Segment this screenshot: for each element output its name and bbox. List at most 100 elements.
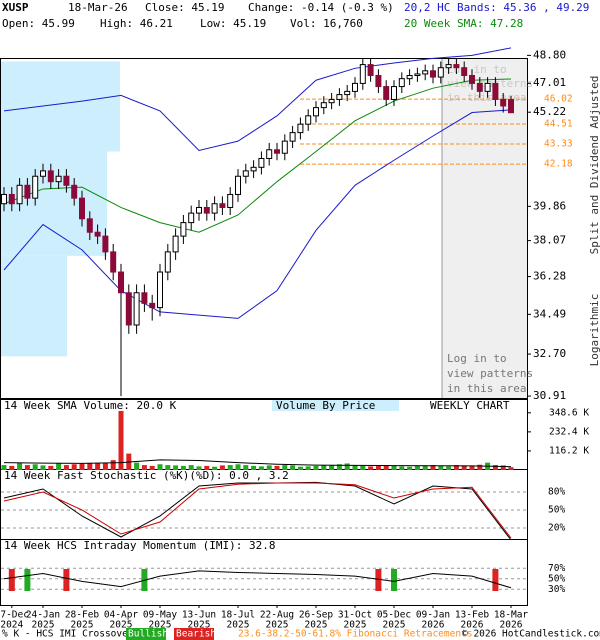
candle-body: [141, 292, 148, 304]
candle-body: [453, 64, 460, 69]
candle-body: [157, 271, 163, 309]
volume-bar: [71, 464, 77, 470]
sma-label: 20 Week SMA: 47.28: [404, 17, 523, 30]
volume-bar: [235, 464, 241, 470]
volume-bar: [282, 465, 288, 470]
symbol: XUSP: [2, 1, 29, 14]
candle-body: [227, 193, 234, 208]
volume-bar: [313, 465, 319, 470]
line: [3, 570, 512, 589]
candle-body: [242, 170, 249, 177]
candle-body: [219, 203, 226, 208]
candle-body: [16, 184, 23, 205]
candle-body: [24, 184, 31, 199]
price-panel: [0, 58, 528, 399]
volume-bar: [500, 465, 506, 470]
volume-bar: [134, 462, 140, 470]
volume-bar: [110, 460, 116, 470]
imi-panel: [0, 539, 528, 606]
y-tick-label: 70%: [548, 563, 565, 574]
candle-body: [492, 82, 499, 100]
candle-body: [79, 197, 85, 220]
candle-body: [40, 170, 46, 177]
x-tick-year: 2025: [32, 620, 55, 631]
candle-body: [328, 98, 335, 104]
volume-bar: [212, 466, 218, 470]
candle-body: [367, 64, 374, 77]
x-tick-label: 18-Jul: [221, 610, 255, 621]
bullish-key: [126, 628, 166, 640]
candle-body: [430, 70, 436, 78]
y-tick-label: 48.80: [533, 48, 566, 61]
volume-bar: [399, 466, 405, 470]
side-label: Split and Dividend Adjusted: [588, 76, 600, 255]
y-tick-label: 47.01: [533, 76, 566, 89]
x-tick-year: 2025: [227, 620, 250, 631]
candle-body: [180, 222, 187, 237]
candle-body: [461, 67, 468, 77]
volume-bar: [414, 465, 420, 470]
x-tick-year: 2025: [305, 620, 328, 631]
candle-body: [313, 107, 319, 117]
bearish-key: [174, 628, 214, 640]
candle-body: [484, 82, 491, 92]
side-label: Logarithmic: [588, 294, 600, 367]
volume-bar: [9, 465, 15, 470]
x-tick-label: 24-Jan: [26, 610, 60, 621]
y-tick-label: 232.4 K: [549, 426, 589, 437]
volume-bar: [180, 465, 186, 470]
volume-bar: [48, 465, 54, 470]
volume-bar: [204, 465, 210, 470]
candle-body: [297, 123, 304, 134]
candle-body: [398, 78, 405, 88]
y-tick-label: 34.49: [533, 307, 566, 320]
x-tick-label: 18-Mar: [494, 610, 529, 621]
y-tick-label: 30%: [548, 584, 565, 595]
y-tick-label: 116.2 K: [549, 445, 589, 456]
volume-bar: [165, 465, 171, 470]
volume-bar: [446, 466, 452, 470]
candle-body: [118, 271, 124, 294]
panel-title: 14 Week SMA Volume: 20.0 K: [4, 399, 177, 412]
candle-body: [71, 184, 78, 199]
volume-bar: [368, 466, 374, 470]
volume-bar: [321, 465, 327, 470]
signal-bar: [24, 569, 31, 591]
volume-bar: [329, 465, 335, 470]
volume-by-price-bar: [0, 151, 107, 256]
x-tick-year: 2025: [110, 620, 133, 631]
vol: Vol: 16,760: [290, 17, 363, 30]
candle-body: [508, 99, 514, 114]
x-tick-year: 2025: [71, 620, 94, 631]
candle-body: [110, 251, 117, 273]
volume-bar: [56, 463, 62, 470]
x-tick-label: 13-Feb: [455, 610, 490, 621]
signal-bar: [492, 569, 499, 591]
x-tick-label: 05-Dec: [377, 610, 411, 621]
y-tick-label: 50%: [548, 505, 565, 516]
volume-bar: [274, 465, 280, 470]
volume-bar: [219, 465, 225, 470]
signal-bar: [391, 569, 397, 591]
volume-bar: [430, 465, 436, 470]
candle-body: [203, 206, 210, 214]
candle-body: [188, 212, 195, 224]
volume-bar: [336, 464, 342, 470]
candle-body: [289, 132, 296, 142]
volume-bar: [375, 465, 381, 470]
volume-bar: [188, 465, 194, 470]
y-tick-label: 45.22: [533, 105, 566, 118]
volume-bar: [477, 464, 483, 470]
volume-bar: [157, 464, 163, 470]
panel-title: 14 Week Fast Stochastic (%K)(%D): 0.0 , …: [4, 469, 289, 482]
vbp-label-bg: [272, 400, 399, 411]
x-tick-label: 22-Aug: [260, 610, 294, 621]
volume-bar: [360, 465, 366, 470]
volume-bar: [24, 465, 30, 470]
volume-bar: [102, 462, 108, 470]
line: [3, 47, 512, 152]
candle-body: [8, 193, 15, 205]
candle-body: [250, 166, 257, 172]
volume-bar: [196, 466, 202, 470]
candle-body: [1, 193, 7, 205]
